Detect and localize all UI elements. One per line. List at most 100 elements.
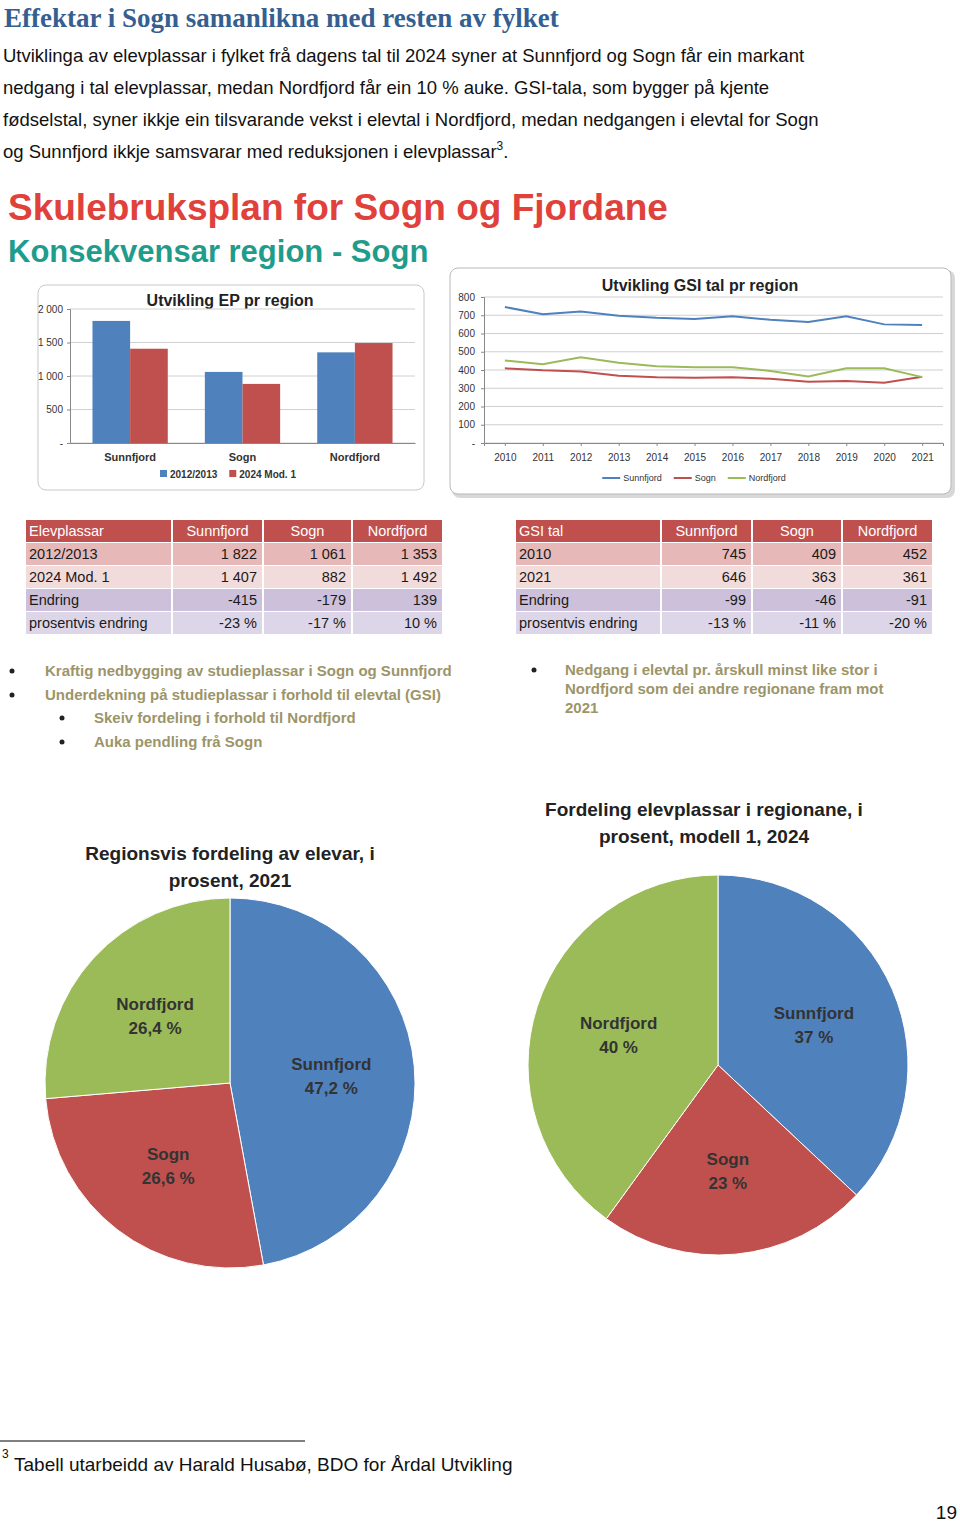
data-label: 26,4 % (129, 1019, 182, 1038)
tick-mark (543, 443, 544, 446)
table-text: 1 822 (221, 546, 257, 562)
paragraph-line: Utviklinga av elevplassar i fylket frå d… (3, 45, 804, 66)
table-text: -23 % (219, 615, 257, 631)
slice-label: Sogn (147, 1145, 190, 1164)
table-text: -99 (725, 592, 746, 608)
grid-line (484, 351, 943, 352)
bullet-text: Skeiv fordeling i forhold til Nordfjord (94, 709, 356, 726)
tick-label: 2018 (798, 452, 821, 463)
footnote-marker: 3 (2, 1447, 9, 1461)
legend-label: Sunnfjord (623, 473, 662, 483)
tick: 2017 (760, 443, 783, 463)
bullet-text: 2021 (565, 699, 598, 716)
axis-line (71, 443, 416, 444)
slice (528, 875, 718, 1219)
table-cell (516, 566, 660, 588)
table-text: -13 % (708, 615, 746, 631)
tick: 2016 (722, 443, 745, 463)
table-cell (264, 566, 351, 588)
tick-label: 2016 (722, 452, 745, 463)
legend-swatch (674, 477, 692, 479)
tick: 2013 (608, 443, 631, 463)
table-text: 2024 Mod. 1 (29, 569, 110, 585)
legend: SunnfjordSognNordfjord (602, 473, 786, 483)
bullet (532, 668, 537, 673)
tick-label: Sunnfjord (104, 451, 156, 463)
tick: 2010 (494, 443, 517, 463)
table-cell (353, 566, 442, 588)
tick: 2014 (646, 443, 669, 463)
table-cell (353, 589, 442, 611)
line (505, 368, 922, 382)
table-text: 361 (903, 569, 927, 585)
tick-mark (481, 370, 484, 371)
table-text: 2021 (519, 569, 551, 585)
table-header: Nordfjord (858, 523, 918, 539)
tick-label: 2017 (760, 452, 783, 463)
tick-label: - (60, 438, 63, 449)
table-text: 1 353 (401, 546, 437, 562)
table-cell (353, 612, 442, 634)
pie-chart: Fordeling elevplassar i regionane, ipros… (528, 799, 908, 1255)
table-cell (843, 543, 932, 565)
legend-label: 2024 Mod. 1 (239, 469, 296, 480)
tick-label: 300 (458, 383, 475, 394)
bar (130, 349, 168, 443)
tick-label: Sogn (229, 451, 257, 463)
legend-swatch (602, 477, 620, 479)
tick-mark (481, 297, 484, 298)
grid-line (70, 309, 415, 310)
table-cell (173, 589, 262, 611)
table-cell (753, 612, 841, 634)
table-text: 646 (722, 569, 746, 585)
tick-label: 2019 (836, 452, 859, 463)
table-header: Nordfjord (368, 523, 428, 539)
table: GSI talSunnfjordSognNordfjord20107454094… (516, 520, 932, 634)
tick-mark (884, 443, 885, 446)
tick-label: 2015 (684, 452, 707, 463)
table-cell (662, 589, 751, 611)
tick-mark (67, 410, 70, 411)
tick: 700 (458, 310, 484, 321)
table-header: Sunnfjord (186, 523, 248, 539)
chart-title: prosent, modell 1, 2024 (599, 826, 810, 847)
table-text: prosentvis endring (29, 615, 148, 631)
data-label: 23 % (708, 1174, 747, 1193)
tick-mark (67, 376, 70, 377)
slices (45, 898, 415, 1268)
table-text: Endring (29, 592, 79, 608)
table-cell (173, 566, 262, 588)
tick: 600 (458, 328, 484, 339)
tick: 800 (458, 292, 484, 303)
bullet-text: Kraftig nedbygging av studieplassar i So… (45, 662, 452, 679)
text: og Sunnfjord ikkje samsvarar med reduksj… (3, 141, 497, 162)
tick-mark (619, 443, 620, 446)
table-cell (264, 520, 351, 542)
bullet (10, 693, 15, 698)
table-text: 745 (722, 546, 746, 562)
table-text: -46 (815, 592, 836, 608)
paragraph-line: nedgang i tal elevplassar, medan Nordfjo… (3, 77, 769, 98)
legend-label: 2012/2013 (170, 469, 218, 480)
tick: 1 000 (38, 371, 70, 382)
table-text: -20 % (889, 615, 927, 631)
table-header: Sunnfjord (675, 523, 737, 539)
table-cell (264, 589, 351, 611)
table-cell (264, 612, 351, 634)
table-cell (662, 566, 751, 588)
tick: 1 500 (38, 337, 70, 348)
heading: Effektar i Sogn samanlikna med resten av… (4, 3, 559, 33)
table-text: -179 (317, 592, 346, 608)
tick-mark (481, 443, 484, 444)
legend-label: Nordfjord (749, 473, 786, 483)
axis-line (485, 444, 944, 447)
table-cell (516, 589, 660, 611)
table-cell (264, 543, 351, 565)
tick-mark (846, 443, 847, 446)
slide-title: Skulebruksplan for Sogn og Fjordane (8, 187, 668, 228)
tick-mark (481, 388, 484, 389)
tick-mark (67, 309, 70, 310)
y-axis: -100200300400500600700800 (458, 292, 484, 449)
tick: 2011 (533, 443, 555, 463)
slice (46, 1083, 264, 1268)
